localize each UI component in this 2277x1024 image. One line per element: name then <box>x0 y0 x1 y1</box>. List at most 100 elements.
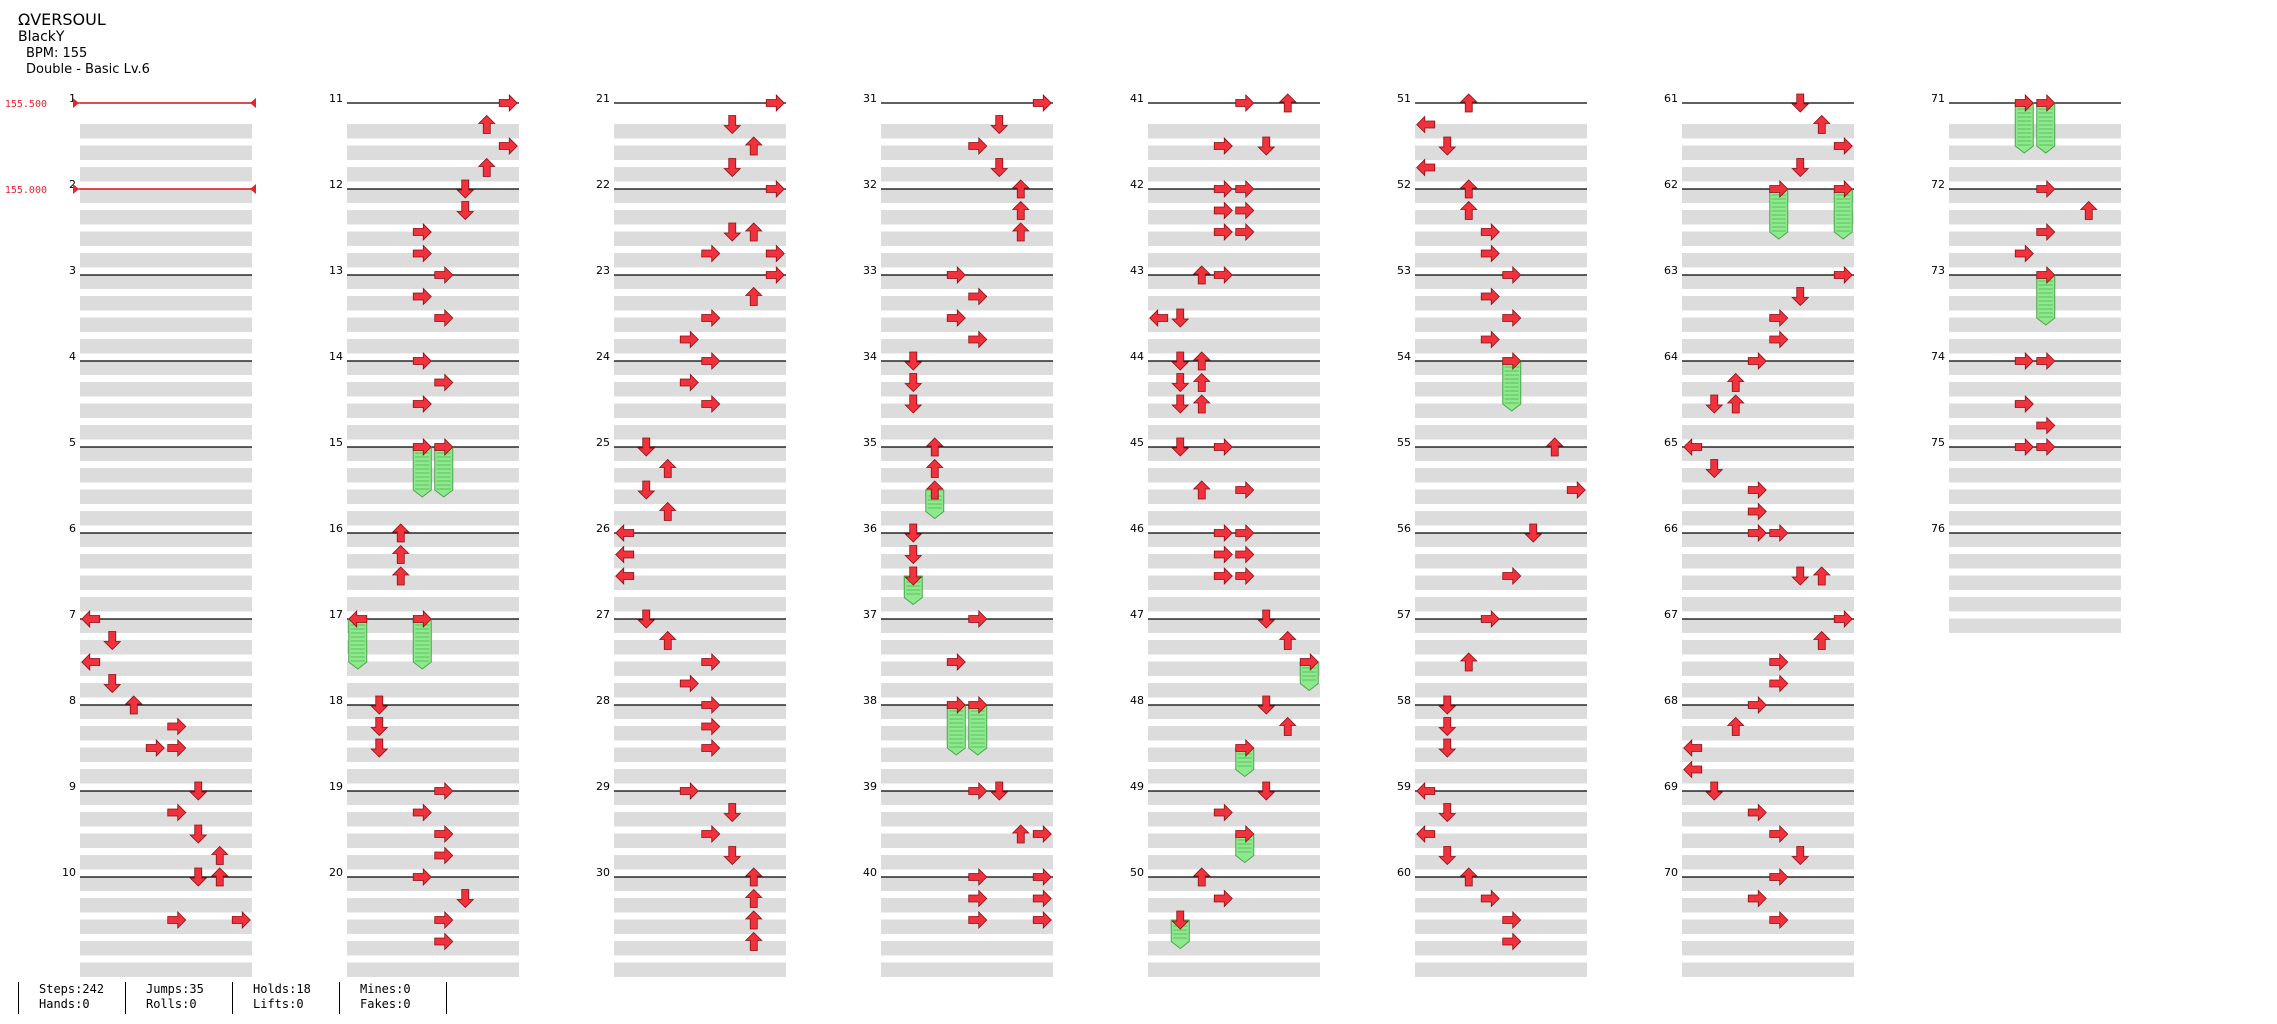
beat-band <box>347 683 519 698</box>
up-arrow-icon <box>1192 351 1211 371</box>
beat-band <box>1415 597 1587 612</box>
hold-body <box>2036 274 2056 326</box>
measure-number: 65 <box>1664 436 1678 449</box>
beat-band <box>881 554 1053 569</box>
measure-71: 71 <box>1931 92 2121 203</box>
beat-band <box>1415 704 1587 719</box>
measure-68: 68 <box>1664 694 1854 805</box>
right-arrow-icon <box>145 739 165 757</box>
beat-band <box>80 575 252 590</box>
right-arrow-icon <box>1213 524 1233 542</box>
beat-band <box>347 898 519 913</box>
right-arrow-icon <box>2036 352 2056 370</box>
down-arrow-icon <box>1524 523 1543 543</box>
down-arrow-icon <box>637 437 656 457</box>
beat-band <box>80 296 252 311</box>
down-arrow-icon <box>370 738 389 758</box>
up-arrow-icon <box>1459 867 1478 887</box>
measure-21: 21 <box>596 92 786 203</box>
beat-band <box>1682 188 1854 203</box>
beat-band <box>614 231 786 246</box>
beat-band <box>881 618 1053 633</box>
measure-number: 17 <box>329 608 343 621</box>
up-arrow-icon <box>658 458 677 478</box>
measure-13: 13 <box>329 264 519 375</box>
beat-band <box>1148 962 1320 977</box>
down-arrow-icon <box>1705 394 1724 414</box>
beat-band <box>1949 167 2121 182</box>
down-arrow-icon <box>1791 846 1810 866</box>
up-arrow-icon <box>1812 114 1831 134</box>
beat-band <box>80 704 252 719</box>
beat-band <box>881 790 1053 805</box>
right-arrow-icon <box>1747 696 1767 714</box>
measure-number: 4 <box>69 350 76 363</box>
measure-number: 76 <box>1931 522 1945 535</box>
down-arrow-icon <box>456 179 475 199</box>
beat-band <box>80 812 252 827</box>
measure-number: 24 <box>596 350 610 363</box>
beat-band <box>1415 661 1587 676</box>
beat-band <box>1148 661 1320 676</box>
right-arrow-icon <box>434 266 454 284</box>
beat-band <box>614 726 786 741</box>
up-arrow-icon <box>744 286 763 306</box>
stat-holds-lifts: Holds:18 Lifts:0 <box>232 982 363 1014</box>
up-arrow-icon <box>2079 200 2098 220</box>
right-arrow-icon <box>1769 180 1789 198</box>
beat-band <box>1682 253 1854 268</box>
measure-number: 57 <box>1397 608 1411 621</box>
measure-61: 61 <box>1664 92 1854 203</box>
beat-band <box>347 446 519 461</box>
beat-band <box>1682 554 1854 569</box>
up-arrow-icon <box>1011 200 1030 220</box>
beat-band <box>347 640 519 655</box>
beat-band <box>80 876 252 891</box>
beat-band <box>1148 532 1320 547</box>
right-arrow-icon <box>701 653 721 671</box>
hold-body <box>903 575 923 606</box>
measure-number: 7 <box>69 608 76 621</box>
up-arrow-icon <box>1726 716 1745 736</box>
right-arrow-icon <box>701 717 721 736</box>
stat-mines: Mines:0 <box>360 982 411 996</box>
stat-steps: Steps:242 <box>39 982 105 996</box>
right-arrow-icon <box>1480 610 1500 628</box>
beat-band <box>881 253 1053 268</box>
beat-band <box>881 704 1053 719</box>
beat-band <box>881 919 1053 934</box>
hold-body <box>348 618 368 670</box>
hold-body <box>1235 747 1255 778</box>
measure-32: 32 <box>863 178 1053 289</box>
measure-58: 58 <box>1397 694 1587 805</box>
measure-number: 41 <box>1130 92 1144 105</box>
beat-band <box>80 253 252 268</box>
down-arrow-icon <box>103 631 122 651</box>
left-arrow-icon <box>1416 115 1436 134</box>
measure-2: 2 <box>69 178 252 289</box>
beat-band <box>881 446 1053 461</box>
beat-band <box>1415 833 1587 848</box>
right-arrow-icon <box>1213 545 1233 564</box>
beat-band <box>1415 360 1587 375</box>
beat-band <box>80 145 252 160</box>
measure-number: 71 <box>1931 92 1945 105</box>
beat-band <box>1682 231 1854 246</box>
beat-band <box>614 683 786 698</box>
up-arrow-icon <box>477 114 496 134</box>
beat-band <box>1949 489 2121 504</box>
beat-band <box>347 425 519 440</box>
beat-band <box>881 833 1053 848</box>
measure-number: 27 <box>596 608 610 621</box>
beat-band <box>614 167 786 182</box>
right-arrow-icon <box>968 782 988 800</box>
measure-3: 3 <box>69 264 252 375</box>
right-arrow-icon <box>412 395 432 413</box>
beat-band <box>347 296 519 311</box>
beat-band <box>347 489 519 504</box>
beat-band <box>1148 188 1320 203</box>
beat-band <box>1415 274 1587 289</box>
measure-44: 44 <box>1130 350 1320 461</box>
right-arrow-icon <box>434 932 454 951</box>
beat-band <box>881 597 1053 612</box>
